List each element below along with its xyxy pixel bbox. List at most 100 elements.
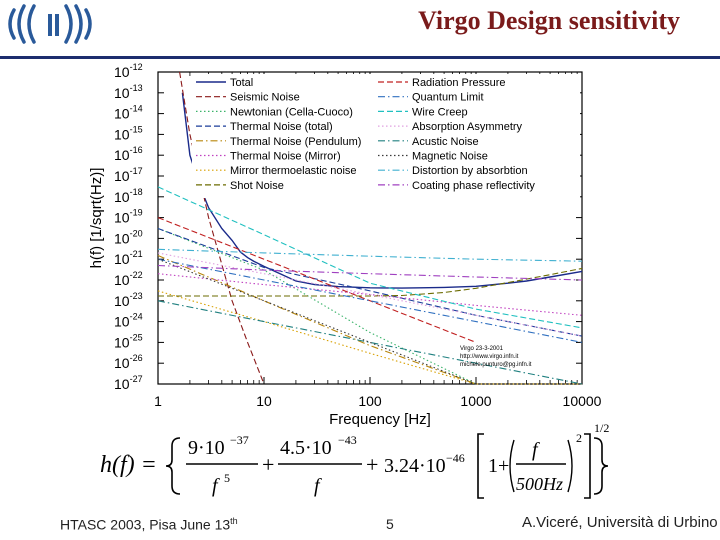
y-tick-label: 10-16	[114, 145, 143, 163]
chart-legend: Total Seismic Noise Newtonian (Cella-Cuoco…	[192, 74, 580, 198]
y-tick-exponent: -26	[130, 353, 143, 363]
formula-term1-num-exp: −37	[230, 433, 249, 447]
legend-label: Newtonian (Cella-Cuoco)	[230, 106, 353, 118]
y-tick-exponent: -15	[130, 124, 143, 134]
legend-label: Acustic Noise	[412, 136, 479, 148]
formula-term1-den-exp: 5	[224, 471, 230, 485]
formula-right-bracket	[584, 433, 591, 499]
formula-term1-den: f	[212, 475, 220, 497]
y-tick-exponent: -27	[130, 374, 143, 384]
legend-label: Coating phase reflectivity	[412, 180, 535, 192]
footer-author: A.Viceré, Università di Urbino	[522, 514, 718, 531]
series-line-3	[157, 227, 583, 337]
legend-label: Mirror thermoelastic noise	[230, 165, 357, 177]
formula-ratio-num: f	[532, 439, 540, 461]
y-tick-exponent: -23	[130, 291, 143, 301]
formula-left-bracket	[477, 433, 484, 499]
y-tick-label: 10-22	[114, 270, 143, 288]
chart-annotation: Virgo 23-3-2001 http://www.virgo.infn.it m…	[460, 346, 532, 368]
formula-outer-exp: 1/2	[594, 421, 609, 435]
y-tick-label: 10-21	[114, 249, 143, 267]
legend-label: Thermal Noise (Pendulum)	[230, 136, 361, 148]
y-tick-exponent: -14	[130, 104, 143, 114]
formula-term1-num: 9·10	[188, 437, 225, 459]
formula-plus-2: +	[366, 452, 378, 477]
series-line-2	[157, 227, 477, 385]
x-axis-label: Frequency [Hz]	[329, 411, 431, 428]
y-tick-label: 10-14	[114, 104, 143, 122]
series-line-14	[157, 248, 583, 262]
legend-label: Absorption Asymmetry	[412, 121, 523, 133]
legend-label: Quantum Limit	[412, 92, 484, 104]
annotation-line: Virgo 23-3-2001	[460, 346, 504, 352]
footer-conference: HTASC 2003, Pisa June 13th	[60, 516, 238, 533]
y-tick-exponent: -13	[130, 83, 143, 93]
y-tick-exponent: -18	[130, 187, 143, 197]
y-tick-label: 10-15	[114, 124, 143, 142]
series-line-0	[181, 92, 583, 289]
formula-right-brace	[593, 437, 609, 495]
series-line-6	[157, 290, 582, 385]
footer-conference-sup: th	[230, 516, 238, 526]
y-tick-label: 10-20	[114, 228, 143, 246]
formula-term3-exp: −46	[446, 451, 465, 465]
y-tick-exponent: -16	[130, 145, 143, 155]
series-line-4	[157, 254, 477, 385]
y-tick-exponent: -25	[130, 332, 143, 342]
annotation-line: http://www.virgo.infn.it	[460, 354, 519, 360]
y-tick-label: 10-17	[114, 166, 143, 184]
formula-term2-num-exp: −43	[338, 433, 357, 447]
y-tick-exponent: -21	[130, 249, 143, 259]
legend-label: Radiation Pressure	[412, 77, 506, 89]
sensitivity-chart: 1 10 100 1000 10000 10-12 10-13 10-14 10-15 10-16…	[88, 62, 602, 428]
legend-label: Wire Creep	[412, 106, 468, 118]
legend-box	[192, 74, 580, 198]
series-line-11	[157, 252, 583, 337]
y-tick-exponent: -22	[130, 270, 143, 280]
page-title: Virgo Design sensitivity	[418, 6, 680, 35]
legend-label: Shot Noise	[230, 180, 284, 192]
legend-label: Total	[230, 77, 253, 89]
x-tick-label: 100	[358, 393, 382, 409]
y-axis-label: h(f) [1/sqrt(Hz)]	[88, 168, 105, 269]
y-tick-exponent: -12	[130, 62, 143, 72]
series-line-7	[158, 267, 583, 297]
y-tick-label: 10-19	[114, 208, 143, 226]
series-line-15	[157, 264, 583, 281]
x-tick-label: 10	[256, 393, 272, 409]
y-tick-label: 10-24	[114, 312, 143, 330]
footer-page-number: 5	[386, 516, 394, 532]
legend-label: Seismic Noise	[230, 92, 300, 104]
x-tick-label: 1000	[460, 393, 491, 409]
formula-plus-1: +	[262, 452, 274, 477]
formula-lhs: h(f) =	[100, 452, 157, 478]
formula-left-brace	[165, 437, 181, 495]
formula-bracket-one: 1+	[488, 455, 509, 477]
legend-label: Magnetic Noise	[412, 151, 488, 163]
footer-conference-text: HTASC 2003, Pisa June 13	[60, 516, 231, 533]
series-line-10	[157, 186, 583, 329]
formula-term2-den: f	[314, 475, 322, 497]
y-tick-label: 10-23	[114, 291, 143, 309]
series-line-1	[179, 71, 265, 385]
y-tick-label: 10-27	[114, 374, 143, 392]
legend-label: Thermal Noise (total)	[230, 121, 333, 133]
series-line-13	[157, 258, 477, 385]
y-tick-label: 10-25	[114, 332, 143, 350]
y-tick-label: 10-18	[114, 187, 143, 205]
y-tick-exponent: -17	[130, 166, 143, 176]
annotation-line: michele.punturo@pg.infn.it	[460, 362, 532, 368]
virgo-logo	[8, 4, 92, 44]
y-tick-label: 10-13	[114, 83, 143, 101]
formula-ratio-exp: 2	[576, 431, 582, 445]
header-rule	[0, 56, 720, 59]
series-line-8	[157, 217, 477, 343]
formula-right-paren	[567, 439, 573, 493]
legend-label: Thermal Noise (Mirror)	[230, 151, 341, 163]
sensitivity-formula: h(f) = 9·10 −37 f 5 + 4.5·10 −43 f + 3.2…	[100, 421, 609, 499]
y-tick-exponent: -24	[130, 312, 143, 322]
x-tick-label: 10000	[563, 393, 602, 409]
y-tick-label: 10-12	[114, 62, 143, 80]
legend-label: Distortion by absorbtion	[412, 165, 528, 177]
formula-term3: 3.24·10	[384, 455, 446, 477]
